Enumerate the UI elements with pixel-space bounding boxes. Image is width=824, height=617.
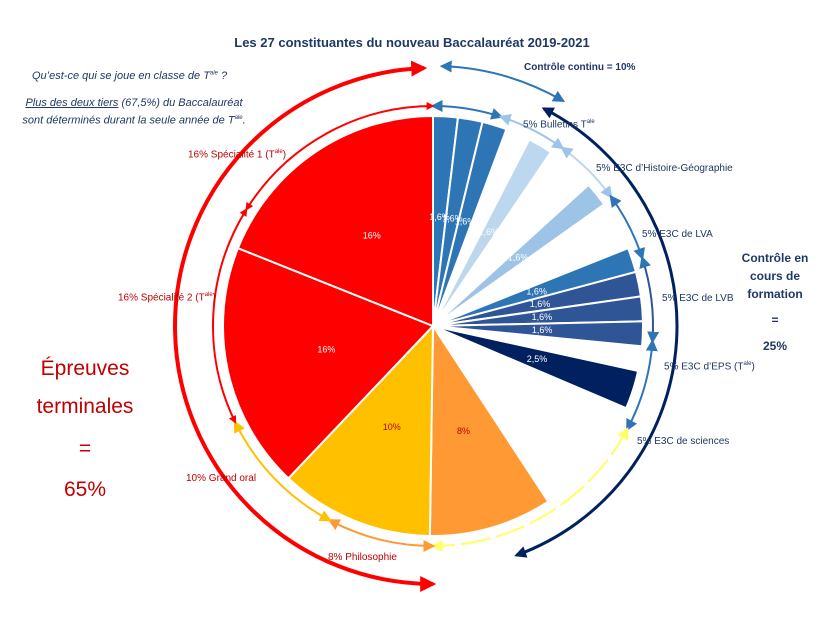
pie-slice-label-12: 1,6% [532,312,553,322]
pie-slice-label-2: 1,6% [455,217,476,227]
epreuves-terminales-bracket [173,60,437,592]
specialite2-bracket [212,208,248,424]
pie-slice-label-11: 1,6% [530,299,551,309]
pie-slice-label-15: 2,5% [527,354,548,364]
e3c-lva-bracket [560,146,613,199]
terminales-label: terminales [36,395,134,418]
pie-slice-label-1: 1,6% [442,214,463,224]
intro-question: Qu’est-ce qui se joue en classe de Tale … [32,70,228,82]
controle-value: 25% [762,339,788,353]
bulletins-bracket [430,100,504,120]
label-philosophie: 8% Philosophie [328,552,397,563]
pie-slice-label-20: 16% [363,231,381,241]
epreuves-label: Épreuves [40,357,130,380]
pie-slice-label-10: 1,6% [526,287,547,297]
label-grand-oral: 10% Grand oral [186,473,257,484]
label-controle-continu: Contrôle continu = 10% [524,62,636,73]
label-specialite2: 16% Spécialité 2 (Tale) [118,292,217,304]
grand-oral-bracket [234,420,332,522]
e3c-eps-bracket [639,255,660,344]
pie-slices [222,114,644,537]
specialite1-bracket [245,102,435,211]
pie-slice-label-17: 8% [457,426,470,436]
pie-slice-label-4: 1,6% [479,227,500,237]
chart-title: Les 27 constituantes du nouveau Baccalau… [234,35,590,50]
label-specialite1: 16% Spécialité 1 (Tale) [188,149,287,161]
pie-slice-label-18: 10% [383,422,401,432]
controle-continu-bracket [439,60,566,103]
label-bulletins: 5% Bulletins Tale [523,119,595,131]
controle-line3: formation [747,287,803,301]
label-e3c-hg: 5% E3C d’Histoire-Géographie [596,163,733,174]
pie-slice-label-7: 1,6% [508,253,529,263]
e3c-sciences-bracket [626,338,658,432]
label-e3c-lva: 5% E3C de LVA [642,229,713,240]
gap-bracket [430,427,629,552]
controle-line1: Contrôle en [741,251,809,265]
label-e3c-lvb: 5% E3C de LVB [662,293,734,304]
pie-slice-label-13: 1,6% [532,325,553,335]
label-e3c-sciences: 5% E3C de sciences [637,436,730,447]
bracket-arrows [173,60,679,592]
epreuves-equals: = [78,437,92,460]
controle-line2: cours de [749,269,800,283]
pie-slice-label-0: 1,6% [429,212,450,222]
e3c-hg-bracket [498,114,565,150]
philosophie-bracket [327,519,436,552]
pie-slice-label-19: 16% [317,344,335,354]
label-e3c-eps: 5% E3C d’EPS (Tale) [664,361,755,373]
e3c-lvb-bracket [609,194,645,261]
intro-statement: Plus des deux tiers (67,5%) du Baccalaur… [22,97,246,127]
controle-equals: = [771,313,779,327]
epreuves-value: 65% [63,478,107,501]
